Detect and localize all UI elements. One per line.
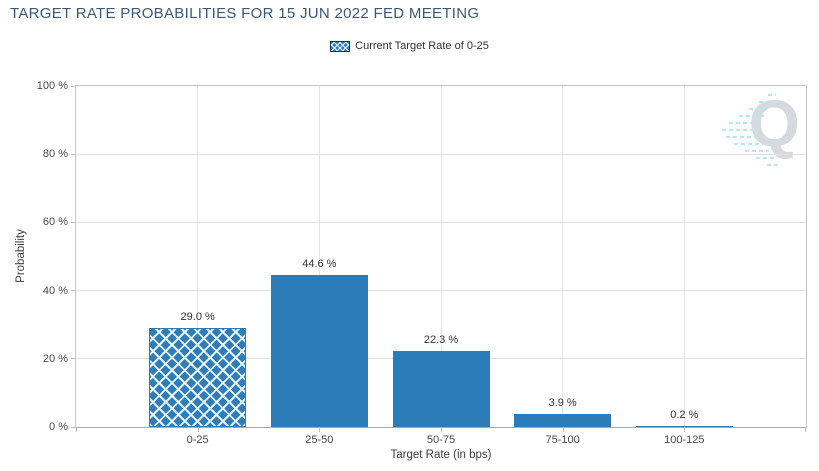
bar-75-100 [514, 413, 612, 427]
x-tick-mark [441, 427, 442, 432]
y-tick-label: 20 % [42, 352, 68, 365]
x-tick-label: 0-25 [186, 434, 209, 446]
bar-value-label: 0.2 % [670, 408, 699, 421]
bar-25-50 [270, 274, 368, 427]
x-tick-label: 25-50 [305, 434, 334, 446]
watermark-dashes-icon [745, 150, 769, 152]
watermark-dashes-icon [756, 157, 774, 159]
legend-swatch-crosshatch-icon [330, 40, 351, 52]
watermark-dashes-icon [739, 115, 765, 117]
y-tick-label: 60 % [42, 216, 68, 229]
bar-value-label: 44.6 % [302, 257, 337, 270]
x-tick-mark [805, 427, 806, 432]
watermark-dashes-icon [734, 143, 764, 145]
x-tick-label: 100-125 [664, 434, 705, 446]
watermark-dashes-icon [759, 101, 773, 103]
y-tick-mark-0 [71, 426, 76, 428]
y-tick-mark-100 [71, 85, 76, 87]
x-tick-label: 75-100 [545, 434, 580, 446]
legend-label: Current Target Rate of 0-25 [355, 40, 489, 52]
x-tick-mark [197, 427, 199, 432]
chart-title: TARGET RATE PROBABILITIES FOR 15 JUN 202… [10, 5, 480, 22]
watermark-dashes-icon [726, 136, 760, 138]
bar-0-25 [149, 328, 247, 427]
y-tick-label: 80 % [42, 148, 68, 161]
watermark-dashes-icon [768, 94, 776, 96]
watermark-dashes-icon [767, 164, 779, 166]
x-tick-mark [684, 427, 686, 432]
watermark-dashes-icon [722, 129, 758, 131]
bar-value-label: 3.9 % [548, 396, 577, 409]
x-tick-mark [319, 427, 321, 432]
x-tick-mark [562, 427, 564, 432]
plot-area: Q 0 % 20 % 40 % 60 % 80 % 100 % 29.0 % 0-25 44.6… [37, 80, 807, 446]
x-tick-mark [76, 427, 77, 432]
bar-value-label: 29.0 % [180, 311, 215, 324]
x-axis-title: Target Rate (in bps) [390, 449, 492, 461]
y-tick-mark-20 [71, 358, 76, 360]
legend[interactable]: Current Target Rate of 0-25 [0, 40, 819, 52]
y-axis-title: Probability [15, 229, 27, 283]
y-tick-mark-60 [71, 221, 76, 223]
v-gridline-100-125 [683, 86, 685, 427]
bar-value-label: 22.3 % [423, 333, 459, 346]
y-tick-label: 100 % [36, 80, 68, 92]
x-tick-label: 50-75 [426, 434, 456, 446]
y-tick-mark-40 [71, 290, 76, 292]
v-gridline-50-75 [440, 86, 442, 427]
y-tick-mark-80 [71, 153, 76, 155]
y-tick-label: 40 % [42, 284, 68, 297]
v-gridline-0-25 [197, 86, 199, 427]
v-gridline-75-100 [562, 86, 564, 427]
watermark-dashes-icon [749, 108, 769, 110]
bar-100-125 [635, 425, 733, 427]
bar-50-75 [392, 350, 490, 427]
v-gridline-25-50 [318, 86, 320, 427]
y-tick-label: 0 % [49, 421, 68, 433]
watermark-dashes-icon [729, 122, 761, 124]
